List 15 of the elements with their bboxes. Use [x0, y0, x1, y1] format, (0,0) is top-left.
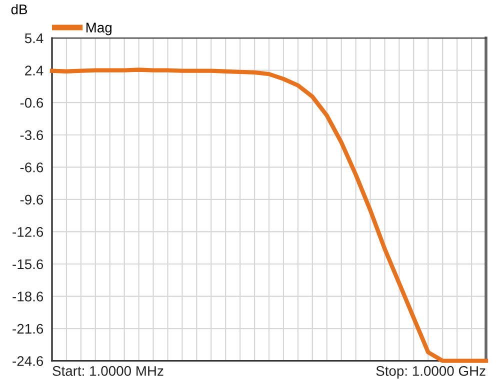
- y-tick-label: -15.6: [12, 259, 44, 270]
- y-tick-label: -9.6: [20, 194, 44, 205]
- y-tick-label: -12.6: [12, 227, 44, 237]
- text: Start: 1.0000 MHz: [52, 366, 164, 376]
- y-axis-title: dB: [11, 4, 28, 14]
- y-tick-label: -21.6: [12, 324, 44, 334]
- y-tick-label: -3.6: [20, 130, 44, 140]
- y-tick-label: 2.4: [25, 66, 44, 76]
- y-tick-label: 5.4: [24, 34, 44, 44]
- y-tick-label: -6.6: [20, 162, 44, 172]
- legend-label: Mag: [86, 22, 112, 36]
- y-tick-label: -0.6: [20, 98, 44, 108]
- y-tick-label: -24.6: [12, 356, 44, 366]
- y-tick-label: -18.6: [12, 292, 44, 302]
- text: Stop: 1.0000 GHz: [376, 366, 486, 379]
